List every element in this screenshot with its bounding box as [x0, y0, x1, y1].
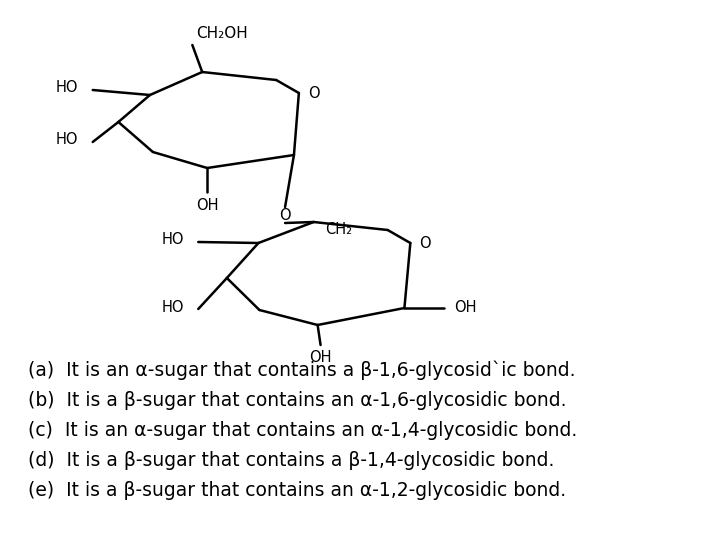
Text: (c)  It is an α-sugar that contains an α-1,4-glycosidic bond.: (c) It is an α-sugar that contains an α-…	[28, 420, 577, 439]
Text: HO: HO	[56, 81, 78, 96]
Text: HO: HO	[56, 132, 78, 147]
Text: CH₂OH: CH₂OH	[196, 26, 248, 41]
Text: O: O	[279, 208, 291, 223]
Text: OH: OH	[309, 350, 332, 365]
Text: OH: OH	[196, 198, 219, 213]
Text: OH: OH	[454, 301, 476, 316]
Text: (a)  It is an α-sugar that contains a β-1,6-glycosid`ic bond.: (a) It is an α-sugar that contains a β-1…	[28, 360, 575, 380]
Text: HO: HO	[161, 232, 184, 247]
Text: O: O	[419, 237, 431, 252]
Text: HO: HO	[161, 300, 184, 315]
Text: CH₂: CH₂	[326, 223, 353, 238]
Text: (e)  It is a β-sugar that contains an α-1,2-glycosidic bond.: (e) It is a β-sugar that contains an α-1…	[28, 481, 565, 499]
Text: (b)  It is a β-sugar that contains an α-1,6-glycosidic bond.: (b) It is a β-sugar that contains an α-1…	[28, 390, 566, 410]
Text: (d)  It is a β-sugar that contains a β-1,4-glycosidic bond.: (d) It is a β-sugar that contains a β-1,…	[28, 451, 554, 469]
Text: O: O	[308, 87, 319, 101]
